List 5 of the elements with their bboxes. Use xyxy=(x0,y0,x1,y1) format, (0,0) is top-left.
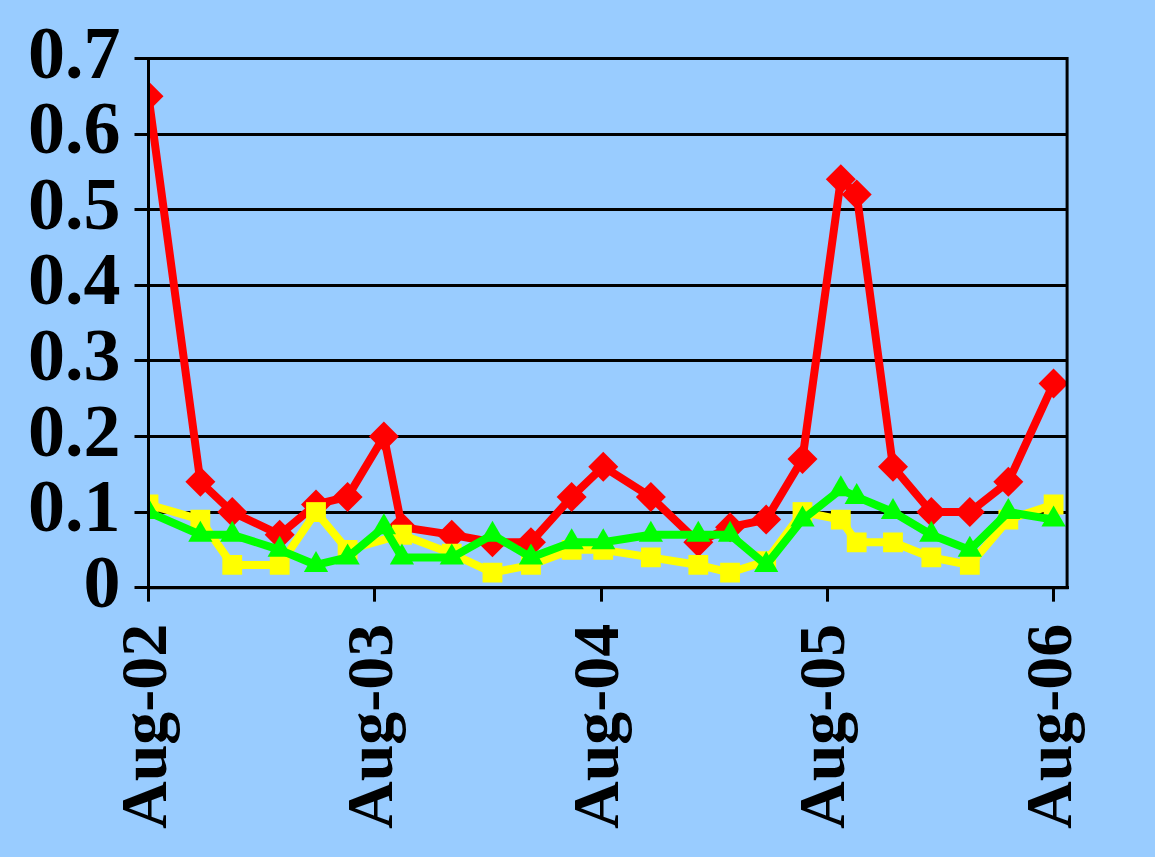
x-tick-label: Aug-03 xyxy=(332,623,406,830)
x-tick-label: Aug-04 xyxy=(559,623,633,830)
x-tick-label: Aug-06 xyxy=(1011,623,1085,830)
x-tick-label: Aug-02 xyxy=(106,623,180,830)
x-tick-label: Aug-05 xyxy=(785,623,859,830)
